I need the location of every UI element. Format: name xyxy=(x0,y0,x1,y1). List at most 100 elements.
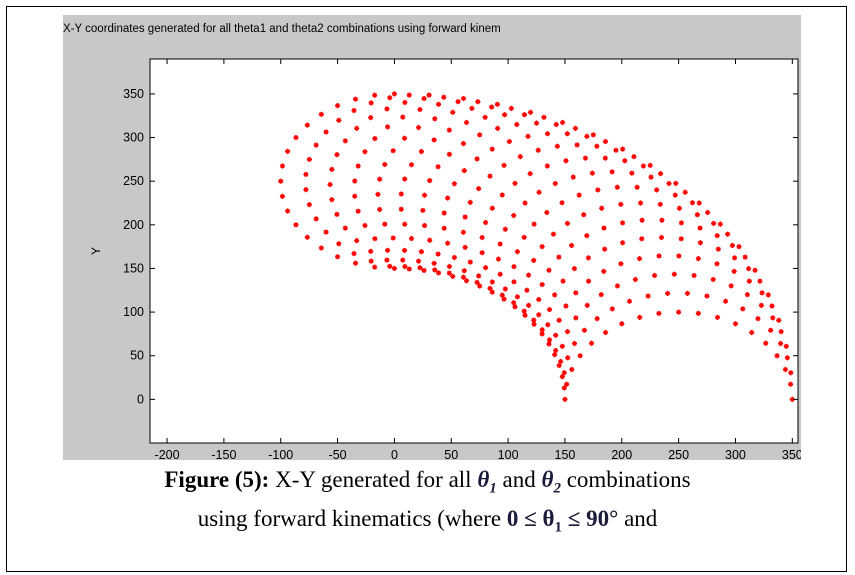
data-point xyxy=(769,303,775,309)
data-point xyxy=(342,138,348,144)
data-point xyxy=(558,358,564,365)
data-point xyxy=(524,287,530,293)
data-point xyxy=(415,124,422,131)
data-point xyxy=(495,125,501,132)
data-point xyxy=(499,192,505,198)
data-point xyxy=(697,225,703,231)
data-point xyxy=(559,343,565,349)
data-point xyxy=(684,290,691,297)
data-point xyxy=(306,202,312,208)
data-point xyxy=(469,105,475,111)
x-tick-label: -50 xyxy=(329,448,347,460)
data-point xyxy=(482,265,489,271)
data-point xyxy=(763,340,769,346)
data-point xyxy=(511,212,517,219)
chart-title: X-Y coordinates generated for all theta1… xyxy=(63,23,501,35)
data-point xyxy=(656,253,662,259)
data-point xyxy=(732,321,739,327)
data-point xyxy=(435,270,442,276)
caption-and: and xyxy=(496,467,542,492)
data-point xyxy=(362,222,368,229)
data-point xyxy=(355,208,361,214)
data-point xyxy=(334,254,341,260)
y-tick-label: 350 xyxy=(123,87,144,101)
data-point xyxy=(672,192,678,198)
data-point xyxy=(658,234,665,241)
axes-background xyxy=(150,59,798,443)
y-tick-label: 50 xyxy=(130,349,144,363)
caption-line-2: using forward kinematics (where 0 ≤ θ1 ≤… xyxy=(0,504,855,543)
data-point xyxy=(594,143,600,149)
data-point xyxy=(502,286,508,292)
data-point xyxy=(778,329,784,335)
data-point xyxy=(602,138,609,145)
data-point xyxy=(584,233,590,239)
data-point xyxy=(618,261,624,267)
data-point xyxy=(391,91,398,97)
data-point xyxy=(556,254,562,260)
data-point xyxy=(618,201,624,207)
data-point xyxy=(382,161,388,168)
data-point xyxy=(329,197,335,203)
data-point xyxy=(450,273,456,279)
data-point xyxy=(745,266,752,272)
data-point xyxy=(626,298,633,304)
data-point xyxy=(585,255,592,261)
data-point xyxy=(533,120,540,126)
data-point xyxy=(334,103,341,109)
x-tick-label: 0 xyxy=(391,448,398,460)
data-point xyxy=(659,217,665,223)
data-point xyxy=(427,177,433,184)
data-point xyxy=(284,148,291,154)
data-point xyxy=(601,268,607,275)
data-point xyxy=(590,132,596,138)
data-point xyxy=(648,174,654,180)
data-point xyxy=(313,216,319,222)
data-point xyxy=(517,154,523,160)
data-point xyxy=(352,260,359,266)
data-point xyxy=(351,250,357,257)
caption-label: Figure (5): xyxy=(164,467,270,492)
data-point xyxy=(354,237,360,244)
data-point xyxy=(342,225,348,231)
data-point xyxy=(398,206,404,212)
data-point xyxy=(697,240,703,246)
data-point xyxy=(673,180,679,186)
data-point xyxy=(495,256,502,262)
data-point xyxy=(497,271,503,277)
data-point xyxy=(384,247,391,253)
data-point xyxy=(657,201,663,207)
data-point xyxy=(474,279,480,285)
theta1-condition: 0 ≤ θ1 ≤ 90° xyxy=(506,505,619,536)
data-point xyxy=(502,112,508,118)
data-point xyxy=(531,317,537,323)
data-point xyxy=(573,290,579,296)
data-point xyxy=(676,253,682,259)
data-point xyxy=(445,195,451,201)
data-point xyxy=(696,200,702,206)
data-point xyxy=(560,278,566,284)
data-point xyxy=(460,95,467,102)
data-point xyxy=(640,163,647,169)
data-point xyxy=(521,308,527,314)
data-point xyxy=(427,237,433,243)
data-point xyxy=(619,220,626,226)
data-point xyxy=(552,180,558,187)
data-point xyxy=(511,300,517,306)
data-point xyxy=(620,240,626,246)
data-point xyxy=(494,101,501,107)
data-point xyxy=(546,306,553,313)
data-point xyxy=(731,255,738,261)
data-point xyxy=(352,193,358,199)
data-point xyxy=(402,221,408,227)
data-point xyxy=(462,244,468,250)
data-point xyxy=(740,306,746,312)
data-point xyxy=(435,164,441,170)
data-point xyxy=(637,200,644,206)
data-point xyxy=(368,115,374,121)
data-point xyxy=(487,173,493,179)
data-point xyxy=(303,171,309,178)
data-point xyxy=(609,306,615,312)
data-point xyxy=(676,205,683,211)
data-point xyxy=(563,158,569,164)
